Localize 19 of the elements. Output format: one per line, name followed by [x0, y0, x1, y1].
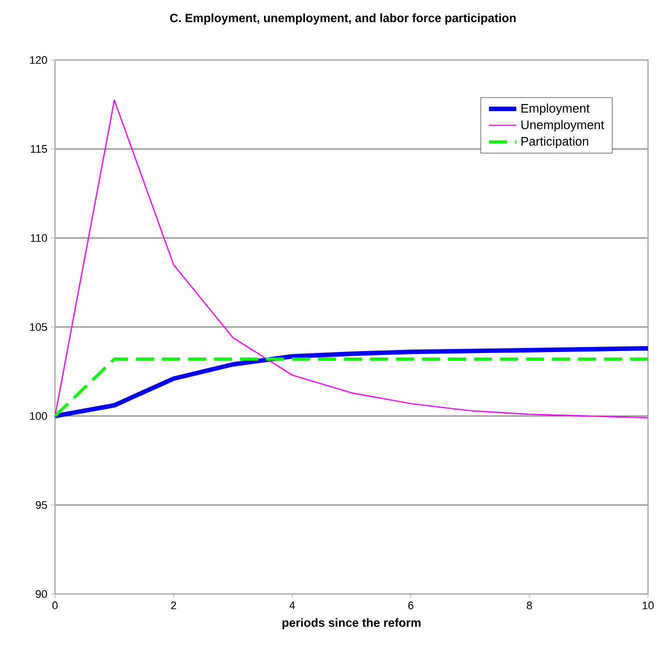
x-tick-label: 10: [642, 602, 654, 610]
x-tick-label: 8: [526, 602, 532, 610]
y-tick-label: 115: [30, 145, 48, 153]
chart-title: C. Employment, unemployment, and labor force participation: [170, 13, 516, 25]
x-tick-label: 0: [52, 602, 58, 610]
legend-label: Participation: [522, 136, 588, 148]
legend-label: Unemployment: [521, 120, 604, 132]
y-tick-label: 95: [36, 501, 48, 509]
y-tick-label: 105: [30, 323, 48, 331]
x-tick-label: 2: [171, 602, 176, 610]
line-series: [55, 99, 648, 418]
x-tick-label: 4: [289, 602, 295, 610]
y-tick-label: 90: [36, 590, 48, 598]
y-tick-label: 100: [30, 412, 48, 420]
legend-label: Employment: [522, 104, 590, 116]
y-tick-label: 110: [30, 234, 48, 242]
x-tick-label: 6: [408, 602, 414, 610]
y-tick-label: 120: [30, 56, 48, 64]
x-axis-title: periods since the reform: [282, 618, 421, 630]
